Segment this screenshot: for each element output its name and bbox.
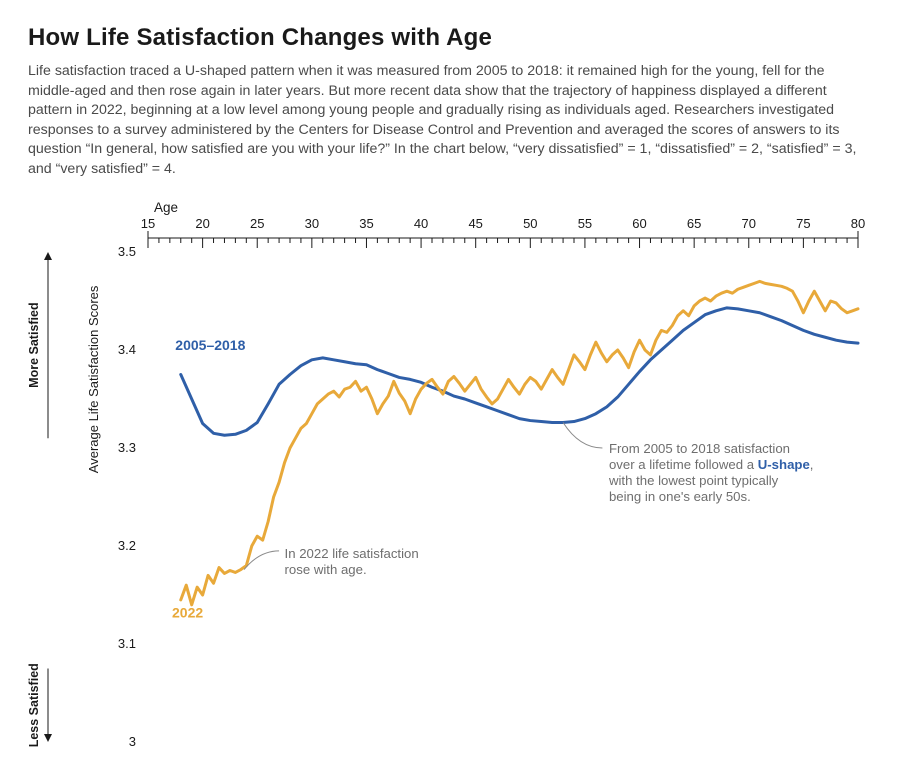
svg-text:More Satisfied: More Satisfied — [28, 302, 41, 387]
svg-text:70: 70 — [742, 216, 756, 231]
annotation-anno_ushape: From 2005 to 2018 satisfactionover a lif… — [608, 440, 814, 503]
chart-container: Age15 20 25 30 35 40 45 50 55 60 65 70 75 80 3 3.1 3.2 3.… — [28, 196, 872, 756]
annotation-anno_2022: In 2022 life satisfactionrose with age. — [285, 545, 419, 576]
svg-text:15: 15 — [141, 216, 155, 231]
svg-text:Average Life Satisfaction Scor: Average Life Satisfaction Scores — [86, 285, 101, 473]
svg-text:60: 60 — [632, 216, 646, 231]
svg-text:3.5: 3.5 — [118, 244, 136, 259]
svg-text:3.4: 3.4 — [118, 342, 136, 357]
svg-text:25: 25 — [250, 216, 264, 231]
svg-text:3.2: 3.2 — [118, 538, 136, 553]
page-title: How Life Satisfaction Changes with Age — [28, 24, 872, 52]
svg-text:65: 65 — [687, 216, 701, 231]
svg-text:3: 3 — [129, 734, 136, 749]
svg-text:35: 35 — [359, 216, 373, 231]
svg-text:40: 40 — [414, 216, 428, 231]
svg-text:30: 30 — [305, 216, 319, 231]
svg-text:75: 75 — [796, 216, 810, 231]
svg-text:Less Satisfied: Less Satisfied — [28, 663, 41, 747]
intro-paragraph: Life satisfaction traced a U-shaped patt… — [28, 62, 868, 180]
svg-text:2005–2018: 2005–2018 — [175, 337, 245, 353]
svg-text:3.3: 3.3 — [118, 440, 136, 455]
svg-text:80: 80 — [851, 216, 865, 231]
line-chart: Age15 20 25 30 35 40 45 50 55 60 65 70 75 80 3 3.1 3.2 3.… — [28, 196, 872, 756]
svg-text:20: 20 — [195, 216, 209, 231]
svg-text:45: 45 — [468, 216, 482, 231]
svg-text:2022: 2022 — [172, 604, 203, 620]
svg-text:55: 55 — [578, 216, 592, 231]
svg-text:50: 50 — [523, 216, 537, 231]
svg-text:3.1: 3.1 — [118, 636, 136, 651]
svg-text:Age: Age — [154, 200, 178, 215]
series-s2005_2018 — [181, 307, 858, 434]
